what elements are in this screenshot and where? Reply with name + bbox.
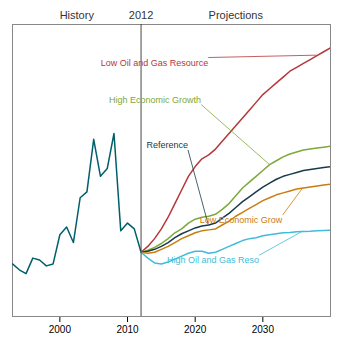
svg-text:2010: 2010: [116, 324, 139, 335]
svg-text:2000: 2000: [49, 324, 72, 335]
svg-text:Projections: Projections: [209, 9, 264, 21]
svg-text:High Oil and Gas Reso: High Oil and Gas Reso: [167, 255, 259, 265]
svg-text:Low Economic Grow: Low Economic Grow: [200, 215, 283, 225]
svg-text:Reference: Reference: [146, 140, 188, 150]
svg-text:History: History: [60, 9, 95, 21]
svg-text:High Economic Growth: High Economic Growth: [109, 95, 201, 105]
svg-text:2030: 2030: [252, 324, 275, 335]
svg-text:Low Oil and Gas Resource: Low Oil and Gas Resource: [101, 58, 209, 68]
svg-text:2020: 2020: [184, 324, 207, 335]
svg-text:2012: 2012: [129, 9, 153, 21]
